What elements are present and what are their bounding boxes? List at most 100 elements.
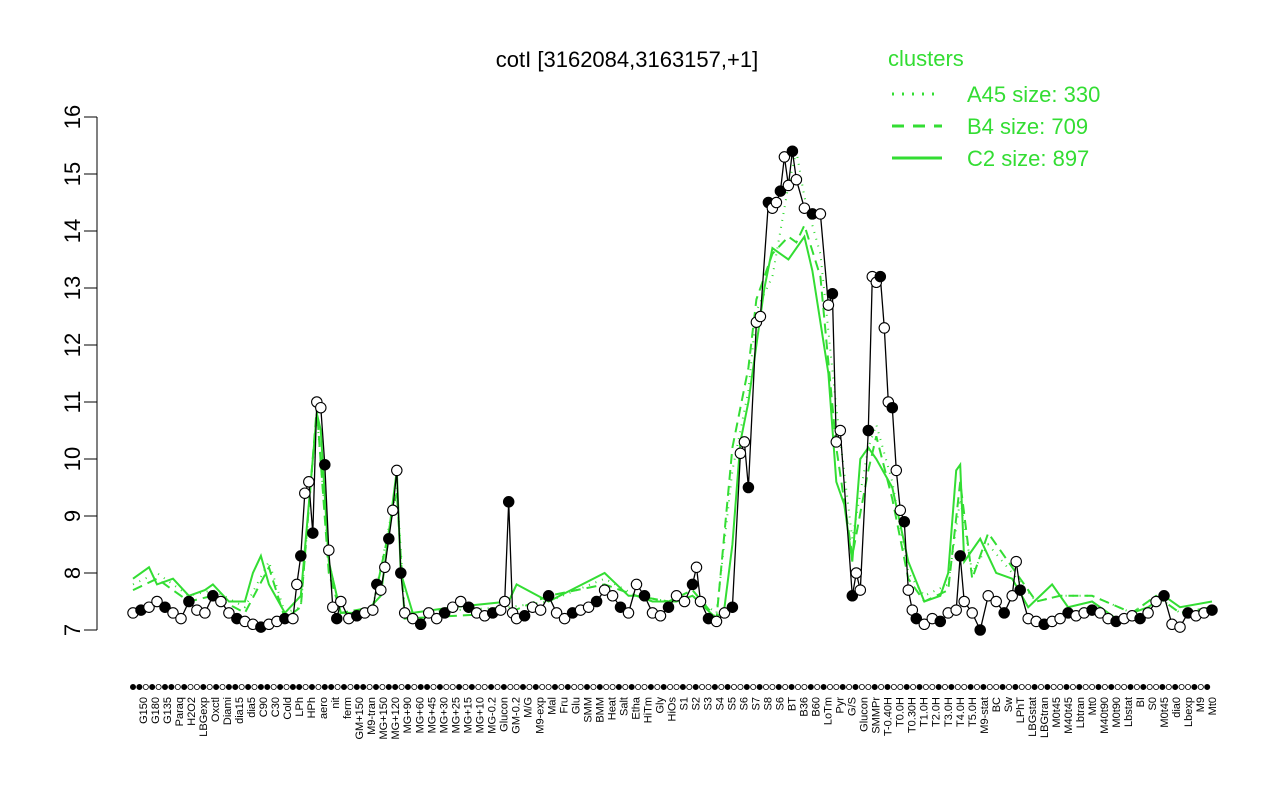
data-point — [910, 612, 923, 625]
data-point — [534, 604, 547, 616]
x-tick-label: T-0.40H — [883, 697, 895, 736]
x-strip-dot — [718, 684, 725, 691]
cluster-line-solid — [132, 234, 1213, 621]
x-tick-label: HPh — [306, 697, 318, 718]
x-strip-dot — [916, 684, 923, 691]
data-point — [798, 202, 811, 214]
x-strip-dot — [424, 684, 431, 691]
x-strip-dot — [571, 684, 578, 691]
x-strip-dot — [839, 684, 846, 691]
data-point — [542, 590, 555, 602]
x-tick-label: M/G — [522, 697, 534, 718]
x-strip-dot — [283, 684, 290, 691]
x-tick-label: BT — [787, 697, 799, 711]
x-strip-dot — [865, 684, 872, 691]
data-point — [558, 612, 571, 625]
x-strip-dot — [1063, 684, 1070, 691]
x-strip-dot — [942, 684, 949, 691]
data-point — [1134, 612, 1146, 625]
x-strip-dot — [277, 684, 284, 691]
data-point — [446, 601, 459, 613]
data-point — [375, 584, 387, 596]
x-strip-dot — [1114, 684, 1121, 691]
x-tick-label: T5.0H — [967, 697, 979, 727]
x-tick-label: S6 — [775, 697, 787, 710]
data-point — [898, 515, 911, 528]
data-point — [398, 607, 411, 619]
legend-label-c2: C2 size: 897 — [967, 146, 1089, 171]
x-tick-label: T1.0H — [919, 697, 931, 727]
data-point — [966, 607, 978, 619]
data-point — [606, 590, 619, 602]
x-strip-dot — [213, 684, 220, 691]
x-tick-label: Sw — [1003, 697, 1015, 712]
x-tick-label: BI — [1135, 697, 1147, 707]
x-tick-label: ferm — [342, 697, 354, 719]
x-tick-label: M9-stat — [979, 697, 991, 734]
x-tick-label: MG+10 — [474, 697, 486, 733]
x-tick-label: S3 — [703, 697, 715, 710]
x-strip-dot — [647, 684, 654, 691]
data-point — [1142, 607, 1154, 619]
x-strip-dot — [500, 684, 507, 691]
x-strip-dot — [1012, 684, 1019, 691]
x-tick-label: S2 — [691, 697, 703, 710]
x-strip-dot — [507, 684, 514, 691]
x-strip-dot — [398, 684, 405, 691]
x-strip-dot — [654, 684, 661, 691]
x-strip-dot — [488, 684, 495, 691]
data-point — [950, 604, 962, 616]
data-point — [291, 578, 303, 591]
x-strip-dot — [174, 684, 181, 691]
data-point — [379, 561, 391, 574]
data-point — [742, 481, 755, 494]
data-point — [1054, 612, 1066, 625]
x-tick-label: BMM — [594, 697, 606, 723]
x-strip-dot — [782, 684, 789, 691]
x-strip-dot — [257, 684, 264, 691]
data-point — [854, 584, 867, 596]
x-strip-dot — [366, 684, 373, 691]
x-strip-dot — [302, 684, 309, 691]
x-tick-label: Glu — [570, 697, 582, 714]
x-strip-dot — [129, 684, 136, 691]
y-tick-label: 8 — [60, 567, 85, 579]
x-strip-dot — [334, 684, 341, 691]
data-point — [287, 612, 299, 625]
x-tick-label: T0.0H — [895, 697, 907, 727]
y-tick-label: 16 — [60, 105, 85, 129]
chart-title: cotI [3162084,3163157,+1] — [496, 47, 758, 72]
data-point — [778, 151, 791, 163]
x-strip-dot — [1044, 684, 1051, 691]
data-point — [874, 270, 887, 283]
x-tick-label: M40t45 — [1063, 697, 1075, 734]
x-tick-label: M0t90 — [1111, 697, 1123, 728]
x-tick-label: M40t90 — [1099, 697, 1111, 734]
x-strip-dot — [1153, 684, 1160, 691]
data-point — [890, 464, 903, 477]
data-point — [694, 595, 707, 608]
data-point — [998, 607, 1010, 619]
x-strip-dot — [1185, 684, 1192, 691]
x-strip-dot — [833, 684, 840, 691]
y-tick-label: 14 — [60, 219, 85, 243]
x-strip-dot — [705, 684, 712, 691]
x-strip-dot — [564, 684, 571, 691]
x-tick-label: M9 — [1195, 697, 1207, 712]
data-point — [822, 299, 835, 311]
x-strip-dot — [347, 684, 354, 691]
data-point — [850, 567, 863, 579]
data-point — [295, 550, 307, 562]
data-point — [590, 595, 603, 608]
x-strip-dot — [245, 684, 252, 691]
data-point — [183, 595, 195, 608]
x-strip-dot — [667, 684, 674, 691]
data-point — [894, 504, 907, 517]
x-tick-label: Mt0 — [1207, 697, 1219, 715]
data-point — [207, 590, 219, 602]
data-point — [686, 578, 699, 591]
x-strip-dot — [558, 684, 565, 691]
x-tick-label: H2O2 — [186, 697, 198, 726]
x-strip-dot — [884, 684, 891, 691]
